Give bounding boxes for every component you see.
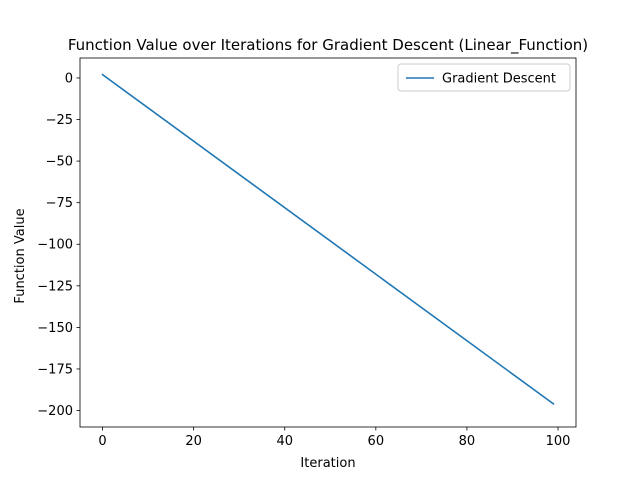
y-tick-label: 0 [65, 71, 73, 86]
y-tick-label: −100 [37, 238, 73, 253]
legend-box [397, 63, 571, 92]
legend-label: Gradient Descent [442, 72, 556, 87]
x-tick-label: 40 [276, 434, 293, 449]
x-tick-label: 100 [546, 434, 571, 449]
x-axis-label: Iteration [300, 456, 355, 471]
series-line-gradient-descent [101, 73, 555, 406]
series-layer [101, 73, 555, 406]
x-tick-label: 0 [98, 434, 106, 449]
y-tick-label: −125 [37, 279, 73, 294]
legend: Gradient Descent [397, 63, 571, 92]
plot-frame [79, 57, 577, 428]
y-tick-label: −50 [46, 155, 73, 170]
y-tick-label: −25 [46, 113, 73, 128]
y-tick-label: −200 [37, 404, 73, 419]
x-tick-label: 80 [459, 434, 476, 449]
y-axis: 0 −25 −50 −75 −100 −125 −150 −175 −200 [37, 71, 80, 419]
y-tick-label: −150 [37, 321, 73, 336]
y-axis-label: Function Value [13, 208, 28, 303]
chart-title: Function Value over Iterations for Gradi… [68, 36, 588, 55]
x-tick-label: 60 [368, 434, 385, 449]
x-tick-label: 20 [185, 434, 202, 449]
y-tick-label: −75 [46, 196, 73, 211]
plot-area [79, 57, 577, 428]
y-tick-label: −175 [37, 362, 73, 377]
x-axis: 0 20 40 60 80 100 [98, 427, 570, 449]
